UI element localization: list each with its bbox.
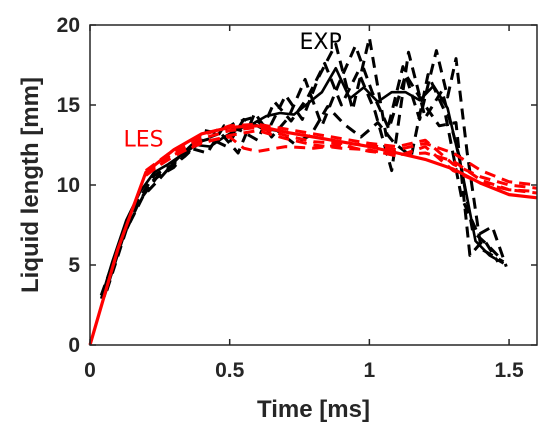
annotation-exp: EXP <box>300 30 342 55</box>
y-tick-label: 10 <box>57 174 80 197</box>
y-axis-ticks: 0 5 10 15 20 <box>57 14 537 357</box>
exp-series-group <box>99 36 508 299</box>
x-axis-label: Time [ms] <box>257 396 370 423</box>
x-tick-label: 0 <box>84 359 96 382</box>
x-tick-label: 1 <box>364 359 376 382</box>
y-tick-label: 20 <box>57 14 80 37</box>
exp-dashed-series-line-2 <box>102 44 500 295</box>
x-axis-ticks: 0 0.5 1 1.5 <box>84 25 524 382</box>
les-dashed-series-line-6 <box>145 125 538 187</box>
y-tick-label: 0 <box>68 334 80 357</box>
x-tick-label: 1.5 <box>494 359 524 382</box>
exp-dashed-series-line-3 <box>102 50 502 298</box>
exp-solid-series-line-0 <box>99 66 505 299</box>
les-series-group <box>88 122 538 346</box>
y-axis-label: Liquid length [mm] <box>17 77 44 293</box>
les-solid-series-line-5 <box>88 124 538 346</box>
y-tick-label: 15 <box>57 94 81 117</box>
annotation-les: LES <box>124 128 164 153</box>
plot-frame <box>89 24 538 346</box>
x-tick-label: 0.5 <box>215 359 245 382</box>
y-tick-label: 5 <box>68 254 80 277</box>
